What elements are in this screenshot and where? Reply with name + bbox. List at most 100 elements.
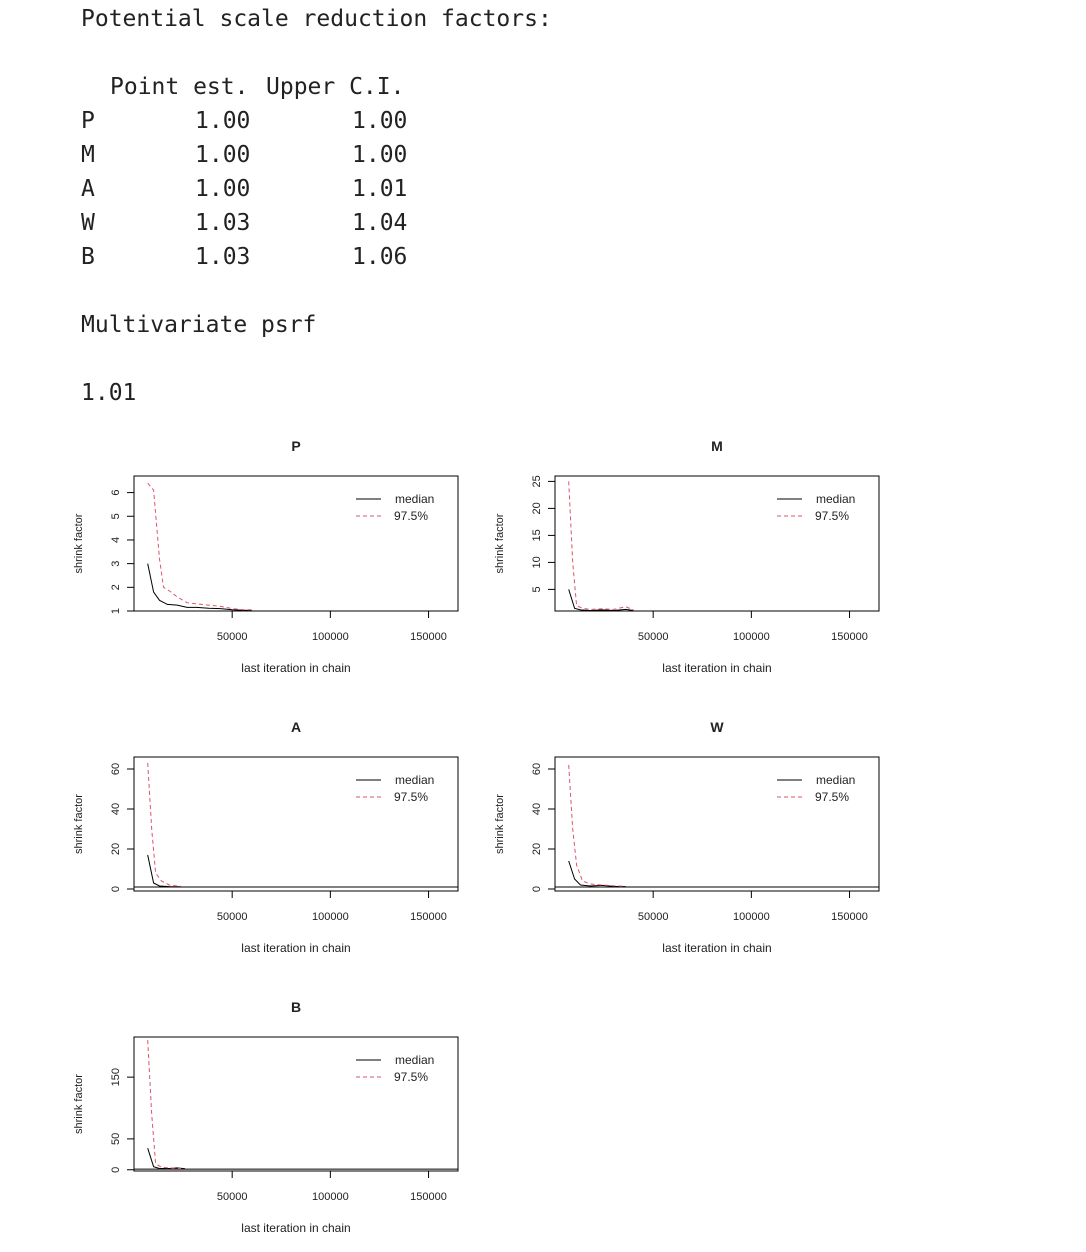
legend-label-upper: 97.5% (815, 790, 849, 804)
psrf-row-name: A (81, 176, 95, 202)
y-axis-label: shrink factor (494, 513, 506, 573)
psrf-title: Potential scale reduction factors: (81, 6, 552, 32)
y-tick-label: 60 (531, 763, 543, 775)
header-upper-ci: Upper C.I. (266, 74, 405, 100)
psrf-row-upper: 1.00 (352, 142, 408, 168)
x-tick-label: 150000 (410, 911, 447, 923)
x-tick-label: 150000 (831, 631, 868, 643)
psrf-row-name: P (81, 108, 95, 134)
psrf-row-upper: 1.00 (352, 108, 408, 134)
chart-panel-m: M 50000 100000 150000 5 10 15 20 25 last iteratio… (494, 438, 880, 675)
y-tick-label: 150 (110, 1068, 122, 1086)
series-line-upper (568, 764, 626, 887)
psrf-row-point: 1.00 (195, 176, 251, 202)
series-line-median (568, 860, 626, 888)
chart-title: M (711, 438, 723, 454)
x-tick-label: 100000 (312, 1191, 349, 1203)
y-tick-label: 5 (531, 586, 543, 592)
y-tick-label: 4 (110, 537, 122, 543)
y-tick-label: 15 (531, 529, 543, 541)
psrf-row-name: M (81, 142, 95, 168)
plot-frame (133, 1036, 459, 1172)
psrf-row-upper: 1.01 (352, 176, 408, 202)
chart-panel-w: W 50000 100000 150000 0 20 40 60 last iteration … (494, 719, 880, 955)
plot-frame (554, 756, 880, 892)
psrf-row-upper: 1.06 (352, 244, 408, 270)
legend-label-median: median (395, 1053, 434, 1067)
series-line-upper (147, 762, 182, 887)
legend-label-upper: 97.5% (394, 1070, 428, 1084)
y-axis-label: shrink factor (73, 794, 85, 854)
x-tick-label: 50000 (217, 1191, 248, 1203)
x-axis-label: last iteration in chain (241, 941, 350, 955)
header-point-est: Point est. (110, 74, 249, 100)
chart-title: P (291, 438, 300, 454)
series-line-upper (568, 481, 634, 611)
series-line-median (568, 589, 634, 612)
y-tick-label: 40 (110, 803, 122, 815)
y-tick-label: 0 (110, 1167, 122, 1173)
psrf-row-point: 1.00 (195, 108, 251, 134)
psrf-row-name: B (81, 244, 95, 270)
psrf-row-upper: 1.04 (352, 210, 408, 236)
x-tick-label: 100000 (312, 911, 349, 923)
psrf-row-name: W (81, 210, 95, 236)
x-tick-label: 50000 (217, 631, 248, 643)
series-line-median (147, 854, 182, 888)
legend-label-upper: 97.5% (394, 509, 428, 523)
psrf-row-point: 1.03 (195, 244, 251, 270)
series-line-median (147, 1148, 186, 1170)
legend-label-upper: 97.5% (394, 790, 428, 804)
y-tick-label: 2 (110, 584, 122, 590)
x-tick-label: 150000 (831, 911, 868, 923)
y-tick-label: 0 (110, 886, 122, 892)
y-axis-label: shrink factor (494, 794, 506, 854)
psrf-row-point: 1.03 (195, 210, 251, 236)
y-tick-label: 50 (110, 1133, 122, 1145)
multivariate-psrf-value: 1.01 (81, 380, 137, 406)
legend-label-median: median (395, 773, 434, 787)
y-tick-label: 3 (110, 561, 122, 567)
y-axis-label: shrink factor (73, 1074, 85, 1134)
y-tick-label: 6 (110, 490, 122, 496)
y-tick-label: 20 (110, 843, 122, 855)
x-axis-label: last iteration in chain (241, 1221, 350, 1235)
chart-panel-b: B 50000 100000 150000 0 50 150 last iteration i… (73, 999, 459, 1235)
y-tick-label: 25 (531, 475, 543, 487)
y-tick-label: 1 (110, 608, 122, 614)
series-line-upper (147, 1040, 182, 1169)
psrf-row-point: 1.00 (195, 142, 251, 168)
x-axis-label: last iteration in chain (662, 941, 771, 955)
series-line-upper (147, 482, 252, 611)
y-tick-label: 0 (531, 886, 543, 892)
x-axis-label: last iteration in chain (662, 661, 771, 675)
chart-panel-a: A 50000 100000 150000 0 20 40 60 last iteration … (73, 719, 459, 955)
legend-label-upper: 97.5% (815, 509, 849, 523)
x-tick-label: 150000 (410, 1191, 447, 1203)
x-tick-label: 100000 (733, 911, 770, 923)
chart-panel-p: P 50000 100000 150000 1 2 3 4 5 6 last iteration i… (73, 438, 459, 675)
chart-title: W (710, 719, 724, 735)
y-axis-label: shrink factor (73, 513, 85, 573)
y-tick-label: 60 (110, 763, 122, 775)
x-tick-label: 50000 (217, 911, 248, 923)
x-tick-label: 50000 (638, 631, 669, 643)
legend-label-median: median (816, 773, 855, 787)
y-tick-label: 20 (531, 843, 543, 855)
x-tick-label: 50000 (638, 911, 669, 923)
chart-title: B (291, 999, 301, 1015)
x-tick-label: 100000 (312, 631, 349, 643)
chart-title: A (291, 719, 301, 735)
multivariate-psrf-title: Multivariate psrf (81, 312, 317, 338)
y-tick-label: 10 (531, 556, 543, 568)
y-tick-label: 5 (110, 513, 122, 519)
plot-frame (133, 756, 459, 892)
y-tick-label: 20 (531, 502, 543, 514)
legend-label-median: median (395, 492, 434, 506)
x-tick-label: 150000 (410, 631, 447, 643)
x-tick-label: 100000 (733, 631, 770, 643)
series-line-median (147, 563, 252, 611)
legend-label-median: median (816, 492, 855, 506)
x-axis-label: last iteration in chain (241, 661, 350, 675)
